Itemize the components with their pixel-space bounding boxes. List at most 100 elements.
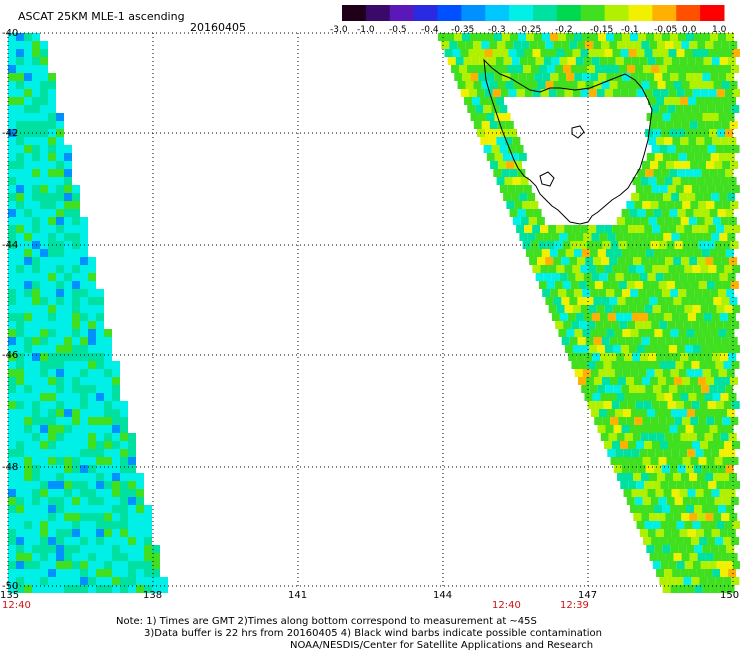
wind-cell (666, 457, 675, 465)
wind-cell (64, 585, 72, 593)
wind-cell (585, 297, 594, 305)
wind-cell (636, 225, 645, 233)
wind-cell (16, 153, 24, 161)
wind-cell (615, 273, 624, 281)
wind-cell (48, 185, 56, 193)
wind-cell (96, 409, 104, 417)
wind-cell (721, 513, 730, 521)
wind-cell (679, 193, 688, 201)
wind-cell (670, 33, 678, 41)
wind-cell (40, 433, 48, 441)
wind-cell (637, 385, 646, 393)
wind-cell (520, 177, 529, 185)
wind-cell (659, 321, 668, 329)
wind-cell (577, 257, 586, 265)
wind-cell (40, 217, 48, 225)
wind-cell (24, 161, 32, 169)
wind-cell (72, 577, 80, 585)
wind-cell (48, 217, 56, 225)
wind-cell (16, 521, 24, 529)
wind-cell (24, 65, 32, 73)
wind-cell (80, 289, 88, 297)
wind-cell (104, 425, 112, 433)
wind-cell (64, 569, 72, 577)
wind-cell (468, 89, 477, 97)
wind-cell (727, 529, 736, 537)
wind-cell (643, 65, 652, 73)
wind-cell (601, 81, 610, 89)
wind-cell (502, 153, 511, 161)
wind-cell (668, 225, 677, 233)
wind-cell (652, 89, 661, 97)
colorbar-swatch (652, 5, 677, 21)
wind-cell (691, 65, 700, 73)
wind-cell (88, 449, 96, 457)
wind-cell (24, 49, 32, 57)
wind-cell (32, 105, 40, 113)
wind-cell (8, 457, 16, 465)
wind-cell (480, 97, 489, 105)
wind-cell (698, 161, 707, 169)
wind-cell (662, 369, 671, 377)
wind-cell (721, 553, 730, 561)
wind-cell (665, 121, 674, 129)
wind-cell (650, 457, 659, 465)
wind-cell (711, 233, 720, 241)
wind-cell (711, 529, 720, 537)
wind-cell (669, 169, 678, 177)
wind-cell (598, 409, 607, 417)
wind-cell (692, 305, 701, 313)
wind-cell (722, 281, 731, 289)
wind-cell (620, 89, 629, 97)
wind-cell (690, 417, 699, 425)
wind-cell (545, 81, 554, 89)
wind-cell (128, 449, 136, 457)
wind-cell (652, 481, 661, 489)
wind-cell (112, 409, 120, 417)
wind-cell (499, 105, 508, 113)
wind-cell (675, 577, 684, 585)
wind-cell (40, 57, 48, 65)
wind-cell (16, 321, 24, 329)
wind-cell (16, 569, 24, 577)
wind-cell (654, 545, 663, 553)
wind-cell (96, 425, 104, 433)
wind-cell (546, 281, 555, 289)
wind-cell (88, 305, 96, 313)
wind-cell (604, 345, 613, 353)
wind-cell (88, 425, 96, 433)
wind-cell (696, 569, 705, 577)
wind-cell (657, 297, 666, 305)
wind-cell (480, 137, 489, 145)
wind-cell (72, 249, 80, 257)
wind-cell (699, 185, 708, 193)
wind-cell (579, 65, 588, 73)
wind-cell (602, 417, 611, 425)
wind-cell (654, 369, 663, 377)
wind-cell (48, 537, 56, 545)
wind-cell (16, 497, 24, 505)
wind-cell (623, 489, 632, 497)
wind-cell (88, 265, 96, 273)
wind-cell (519, 193, 528, 201)
wind-cell (703, 313, 712, 321)
wind-cell (72, 465, 80, 473)
wind-cell (678, 585, 687, 593)
wind-cell (24, 313, 32, 321)
wind-cell (88, 417, 96, 425)
wind-cell (701, 129, 710, 137)
wind-cell (16, 65, 24, 73)
wind-cell (120, 577, 128, 585)
wind-cell (564, 49, 573, 57)
wind-cell (497, 121, 506, 129)
wind-cell (673, 121, 682, 129)
wind-cell (104, 337, 112, 345)
wind-cell (654, 153, 663, 161)
wind-cell (620, 481, 629, 489)
wind-cell (731, 145, 740, 153)
wind-cell (16, 361, 24, 369)
wind-cell (8, 321, 16, 329)
wind-cell (673, 473, 682, 481)
wind-cell (56, 441, 64, 449)
wind-cell (120, 473, 128, 481)
